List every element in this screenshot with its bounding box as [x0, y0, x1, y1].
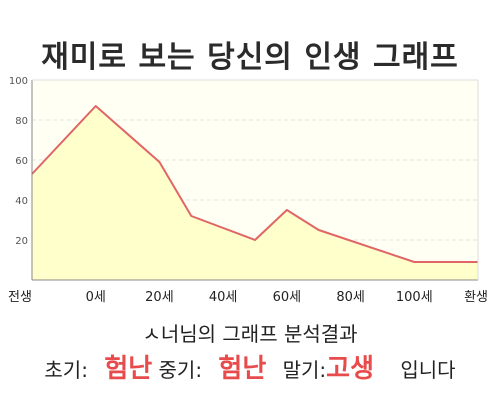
- mid-label: 중기:: [158, 358, 203, 382]
- x-tick-label: 40세: [209, 290, 238, 305]
- late-label: 말기:: [282, 358, 327, 382]
- result-ending: 입니다: [400, 358, 456, 382]
- y-tick-label: 80: [15, 116, 28, 127]
- x-tick-label: 환생: [464, 290, 488, 305]
- y-tick-label: 40: [15, 196, 28, 207]
- early-value: 험난: [104, 354, 153, 384]
- x-tick-label: 0세: [86, 290, 106, 305]
- y-tick-label: 60: [15, 156, 28, 167]
- y-tick-label: 100: [9, 76, 28, 87]
- late-value: 고생: [326, 354, 375, 384]
- page-title: 재미로 보는 당신의 인생 그래프: [41, 40, 459, 75]
- mid-value: 험난: [218, 354, 267, 384]
- life-area: [32, 106, 478, 280]
- x-tick-label: 전생: [8, 290, 32, 305]
- analysis-result: 초기: 험난 중기: 험난 말기:고생 입니다: [0, 348, 500, 385]
- early-label: 초기:: [44, 358, 88, 382]
- x-tick-label: 20세: [145, 290, 174, 305]
- y-tick-label: 20: [15, 236, 28, 247]
- analysis-heading: ㅅ너님의 그래프 분석결과: [142, 322, 358, 346]
- x-tick-label: 80세: [336, 290, 365, 305]
- x-tick-label: 100세: [396, 290, 433, 305]
- life-line: [31, 105, 478, 263]
- x-tick-label: 60세: [273, 290, 302, 305]
